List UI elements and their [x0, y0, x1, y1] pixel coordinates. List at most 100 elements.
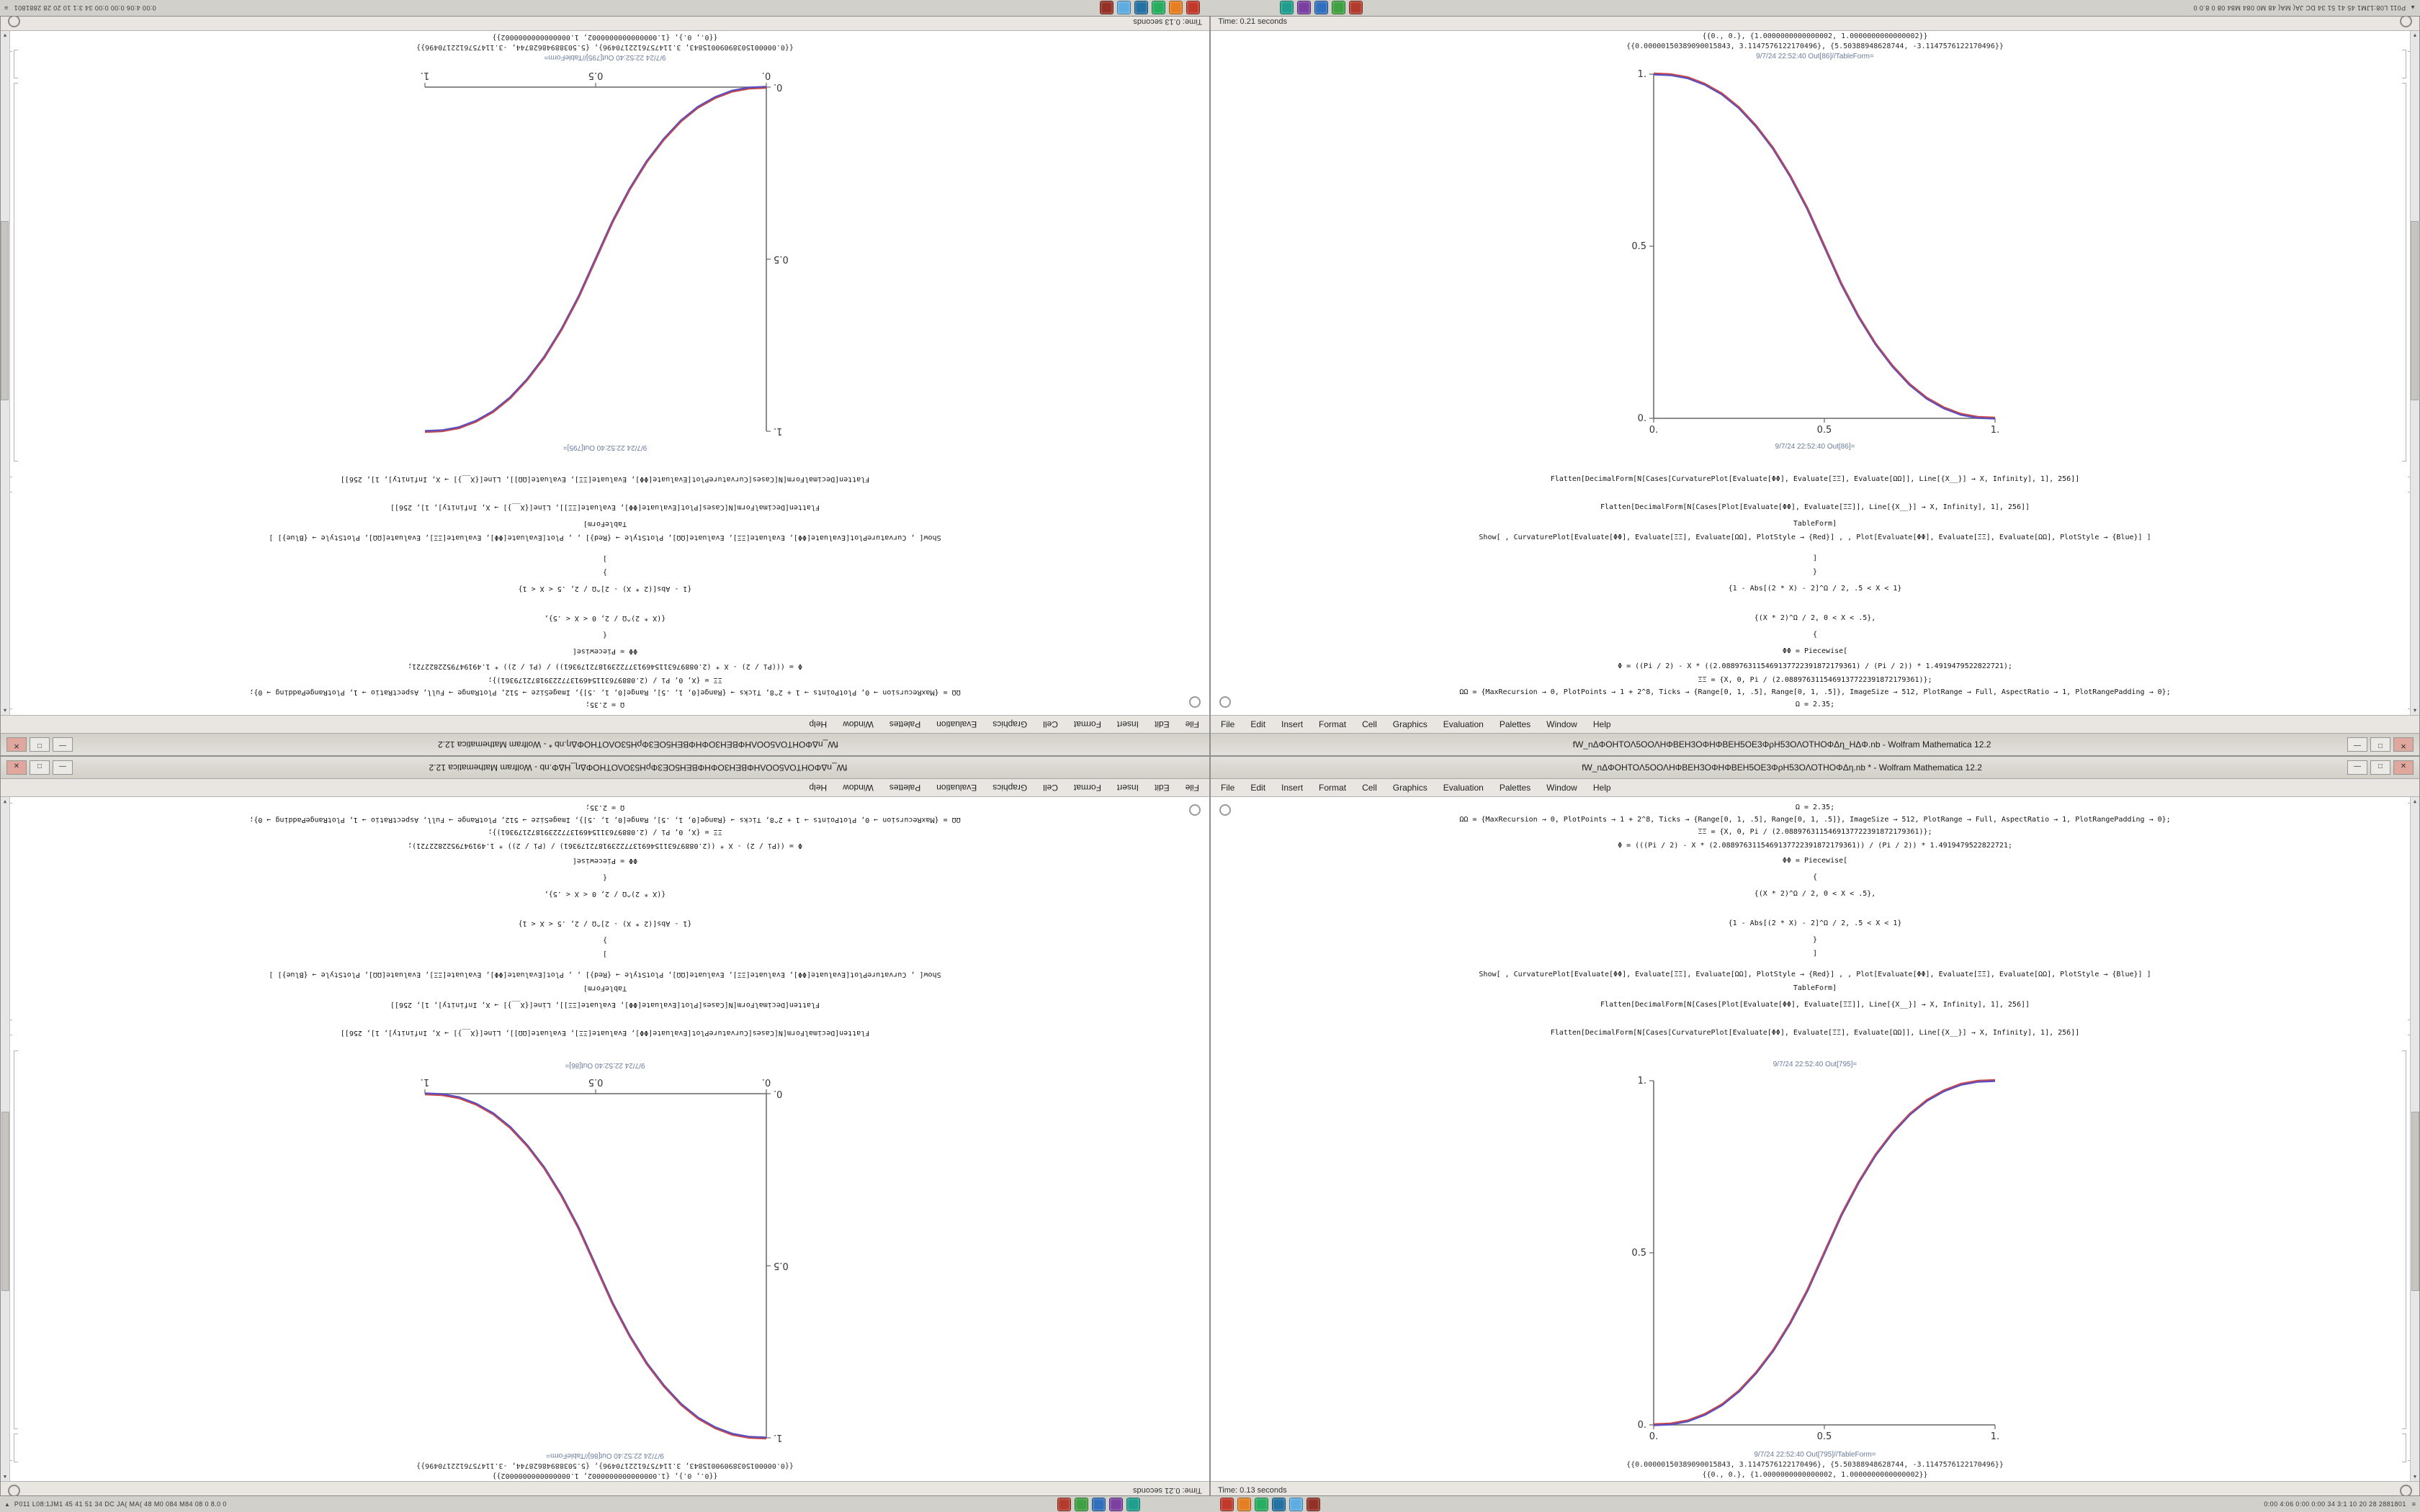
menu-insert[interactable]: Insert	[1281, 719, 1304, 729]
menu-insert[interactable]: Insert	[1116, 719, 1139, 729]
menu-edit[interactable]: Edit	[1154, 783, 1170, 793]
app-icon-4[interactable]	[1109, 1498, 1123, 1511]
code-line[interactable]: ΞΞ = {X, 0, Pi / (2.08897631154691377223…	[488, 828, 722, 836]
code-line[interactable]: {1 - Abs[(2 * X) - 2]^Ω / 2, .5 < X < 1}	[1728, 919, 1902, 927]
code-line[interactable]: ]	[602, 950, 608, 958]
code-line[interactable]: {(X * 2)^Ω / 2, 0 < X < .5},	[544, 614, 666, 622]
menu-edit[interactable]: Edit	[1250, 783, 1266, 793]
close-button[interactable]: ✕	[6, 760, 27, 775]
code-line[interactable]: Show[ , CurvaturePlot[Evaluate[ΦΦ], Eval…	[269, 534, 941, 541]
cell-bracket[interactable]	[2402, 1050, 2406, 1429]
app-icon-6[interactable]	[1186, 1, 1200, 14]
code-line[interactable]: ]	[1812, 950, 1818, 958]
scroll-up-icon[interactable]: ▲	[2413, 708, 2417, 714]
scrollbar-thumb[interactable]	[1, 221, 9, 400]
scrollbar-thumb[interactable]	[2411, 221, 2419, 400]
maximize-button[interactable]: □	[30, 737, 50, 752]
code-line[interactable]: TableForm]	[583, 984, 627, 992]
titlebar[interactable]: fW_nΔΦΟΗΤΟΛ5ΟΟΛΗΦΒΕΗ3ΟΦΗΦΒΕΗ5ΟΕ3ΦρΗ53ΟΛΟ…	[1211, 757, 2419, 779]
menu-cell[interactable]: Cell	[1043, 719, 1058, 729]
menu-format[interactable]: Format	[1073, 783, 1101, 793]
menu-file[interactable]: File	[1185, 719, 1199, 729]
menu-edit[interactable]: Edit	[1250, 719, 1266, 729]
code-line[interactable]: ΩΩ = {MaxRecursion → 0, PlotPoints → 1 +…	[249, 688, 961, 696]
minimize-button[interactable]: —	[2347, 760, 2367, 775]
code-line[interactable]: TableForm]	[1793, 984, 1837, 992]
app-icon-8[interactable]	[1255, 1498, 1268, 1511]
cell-bracket[interactable]	[2402, 83, 2406, 462]
app-icon-5[interactable]	[1126, 1498, 1140, 1511]
code-line[interactable]: ΞΞ = {X, 0, Pi / (2.08897631154691377223…	[1698, 828, 1932, 836]
menu-graphics[interactable]: Graphics	[1392, 719, 1428, 729]
app-icon-10[interactable]	[1289, 1498, 1303, 1511]
menu-help[interactable]: Help	[809, 719, 828, 729]
app-icon-3[interactable]	[1314, 1, 1328, 14]
cell-bracket[interactable]	[2402, 1434, 2406, 1462]
titlebar[interactable]: fW_nΔΦΟΗΤΟΛ5ΟΟΛΗΦΒΕΗ3ΟΦΗΦΒΕΗ5ΟΕ3ΦρΗ53ΟΛΟ…	[1211, 733, 2419, 755]
menu-window[interactable]: Window	[1546, 719, 1577, 729]
menu-evaluation[interactable]: Evaluation	[936, 719, 977, 729]
code-line[interactable]: {(X * 2)^Ω / 2, 0 < X < .5},	[1754, 614, 1876, 622]
code-line[interactable]: ΦΦ = Piecewise[	[1782, 647, 1848, 655]
titlebar[interactable]: fW_nΔΦΟΗΤΟΛ5ΟΟΛΗΦΒΕΗ3ΟΦΗΦΒΕΗ5ΟΕ3ΦρΗ53ΟΛΟ…	[1, 733, 1209, 755]
menu-format[interactable]: Format	[1073, 719, 1101, 729]
close-button[interactable]: ✕	[2393, 737, 2414, 752]
code-line[interactable]: {(X * 2)^Ω / 2, 0 < X < .5},	[1754, 890, 1876, 898]
minimize-button[interactable]: —	[53, 760, 73, 775]
app-icon-2[interactable]	[1075, 1498, 1088, 1511]
code-line[interactable]: ΩΩ = {MaxRecursion → 0, PlotPoints → 1 +…	[249, 816, 961, 824]
app-icon-11[interactable]	[1307, 1498, 1320, 1511]
menu-format[interactable]: Format	[1319, 783, 1347, 793]
close-button[interactable]: ✕	[6, 737, 27, 752]
menu-window[interactable]: Window	[843, 719, 874, 729]
menu-evaluation[interactable]: Evaluation	[1443, 719, 1484, 729]
menu-graphics[interactable]: Graphics	[992, 719, 1028, 729]
app-icon-3[interactable]	[1092, 1498, 1106, 1511]
code-line[interactable]: }	[1812, 568, 1818, 576]
code-line[interactable]: ΦΦ = Piecewise[	[1782, 857, 1848, 865]
menu-insert[interactable]: Insert	[1116, 783, 1139, 793]
cell-bracket[interactable]	[14, 1050, 18, 1429]
code-line[interactable]: ]	[602, 554, 608, 562]
notebook-content[interactable]: Ω = 2.35; ΩΩ = {MaxRecursion → 0, PlotPo…	[1211, 797, 2419, 1481]
scroll-up-icon[interactable]: ▲	[3, 798, 7, 804]
notebook-content[interactable]: Ω = 2.35; ΩΩ = {MaxRecursion → 0, PlotPo…	[1, 797, 1209, 1481]
code-line[interactable]: {	[602, 631, 608, 639]
scroll-down-icon[interactable]: ▼	[2413, 1474, 2417, 1480]
code-line[interactable]: Flatten[DecimalForm[N[Cases[Plot[Evaluat…	[390, 1001, 820, 1009]
menu-palettes[interactable]: Palettes	[1499, 719, 1531, 729]
scroll-up-icon[interactable]: ▲	[3, 708, 7, 714]
scrollbar[interactable]: ▲ ▼	[1, 797, 10, 1481]
menu-palettes[interactable]: Palettes	[889, 719, 921, 729]
code-line[interactable]: {1 - Abs[(2 * X) - 2]^Ω / 2, .5 < X < 1}	[1728, 585, 1902, 593]
app-icon-11[interactable]	[1100, 1, 1113, 14]
scroll-down-icon[interactable]: ▼	[3, 1474, 7, 1480]
code-line[interactable]: Φ = ((Pi / 2) - X * ((2.0889763115469137…	[408, 842, 802, 850]
notebook-content[interactable]: Ω = 2.35; ΩΩ = {MaxRecursion → 0, PlotPo…	[1211, 31, 2419, 715]
menu-grid-icon[interactable]: ≡	[2411, 1500, 2416, 1508]
menu-cell[interactable]: Cell	[1362, 783, 1377, 793]
menu-cell[interactable]: Cell	[1362, 719, 1377, 729]
menu-window[interactable]: Window	[1546, 783, 1577, 793]
status-circle-icon[interactable]	[2400, 1484, 2412, 1497]
menu-help[interactable]: Help	[809, 783, 828, 793]
code-line[interactable]: Show[ , CurvaturePlot[Evaluate[ΦΦ], Eval…	[1479, 534, 2151, 541]
app-icon-4[interactable]	[1297, 1, 1311, 14]
status-circle-icon[interactable]	[8, 15, 20, 28]
menu-cell[interactable]: Cell	[1043, 783, 1058, 793]
cell-bracket[interactable]	[14, 83, 18, 462]
scrollbar[interactable]: ▲ ▼	[2410, 797, 2419, 1481]
app-icon-7[interactable]	[1169, 1, 1183, 14]
cell-bracket[interactable]	[14, 50, 18, 78]
menu-file[interactable]: File	[1221, 719, 1235, 729]
code-line[interactable]: TableForm]	[583, 520, 627, 528]
code-line[interactable]: Φ = (((Pi / 2) - X * (2.0889763115469137…	[408, 662, 802, 670]
code-line[interactable]: Ω = 2.35;	[585, 804, 625, 811]
code-line[interactable]: Show[ , CurvaturePlot[Evaluate[ΦΦ], Eval…	[1479, 971, 2151, 978]
app-icon-1[interactable]	[1349, 1, 1363, 14]
app-icon-8[interactable]	[1152, 1, 1165, 14]
code-line[interactable]: Φ = ((Pi / 2) - X * ((2.0889763115469137…	[1618, 662, 2012, 670]
code-line[interactable]: }	[602, 568, 608, 576]
code-line[interactable]: ΞΞ = {X, 0, Pi / (2.08897631154691377223…	[1698, 676, 1932, 684]
menu-file[interactable]: File	[1185, 783, 1199, 793]
